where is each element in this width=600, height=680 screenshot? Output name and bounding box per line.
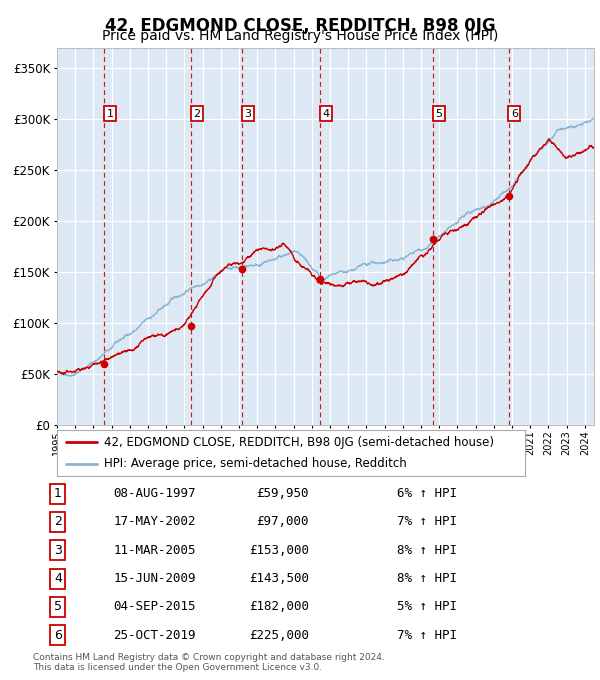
Text: 8% ↑ HPI: 8% ↑ HPI bbox=[397, 544, 457, 557]
Text: 1: 1 bbox=[107, 109, 113, 119]
Text: £153,000: £153,000 bbox=[249, 544, 309, 557]
Text: 2: 2 bbox=[54, 515, 62, 528]
Text: 4: 4 bbox=[322, 109, 329, 119]
Text: £59,950: £59,950 bbox=[257, 487, 309, 500]
Text: 04-SEP-2015: 04-SEP-2015 bbox=[113, 600, 196, 613]
Text: £182,000: £182,000 bbox=[249, 600, 309, 613]
Text: £143,500: £143,500 bbox=[249, 572, 309, 585]
Text: 2: 2 bbox=[193, 109, 200, 119]
Text: 08-AUG-1997: 08-AUG-1997 bbox=[113, 487, 196, 500]
Text: 5: 5 bbox=[436, 109, 442, 119]
Text: 7% ↑ HPI: 7% ↑ HPI bbox=[397, 515, 457, 528]
Text: £225,000: £225,000 bbox=[249, 629, 309, 642]
Text: 5: 5 bbox=[54, 600, 62, 613]
Text: 17-MAY-2002: 17-MAY-2002 bbox=[113, 515, 196, 528]
Text: 42, EDGMOND CLOSE, REDDITCH, B98 0JG: 42, EDGMOND CLOSE, REDDITCH, B98 0JG bbox=[104, 17, 496, 35]
Text: 11-MAR-2005: 11-MAR-2005 bbox=[113, 544, 196, 557]
Text: 6% ↑ HPI: 6% ↑ HPI bbox=[397, 487, 457, 500]
Text: 4: 4 bbox=[54, 572, 62, 585]
Text: Contains HM Land Registry data © Crown copyright and database right 2024.
This d: Contains HM Land Registry data © Crown c… bbox=[33, 653, 385, 673]
Text: 3: 3 bbox=[54, 544, 62, 557]
Text: 42, EDGMOND CLOSE, REDDITCH, B98 0JG (semi-detached house): 42, EDGMOND CLOSE, REDDITCH, B98 0JG (se… bbox=[104, 436, 494, 449]
Text: 5% ↑ HPI: 5% ↑ HPI bbox=[397, 600, 457, 613]
Text: 8% ↑ HPI: 8% ↑ HPI bbox=[397, 572, 457, 585]
Text: £97,000: £97,000 bbox=[257, 515, 309, 528]
Text: 1: 1 bbox=[54, 487, 62, 500]
Text: 25-OCT-2019: 25-OCT-2019 bbox=[113, 629, 196, 642]
Text: 6: 6 bbox=[511, 109, 518, 119]
Text: 15-JUN-2009: 15-JUN-2009 bbox=[113, 572, 196, 585]
Text: 3: 3 bbox=[245, 109, 251, 119]
Text: 6: 6 bbox=[54, 629, 62, 642]
Text: HPI: Average price, semi-detached house, Redditch: HPI: Average price, semi-detached house,… bbox=[104, 457, 407, 470]
Text: Price paid vs. HM Land Registry's House Price Index (HPI): Price paid vs. HM Land Registry's House … bbox=[102, 29, 498, 44]
Text: 7% ↑ HPI: 7% ↑ HPI bbox=[397, 629, 457, 642]
